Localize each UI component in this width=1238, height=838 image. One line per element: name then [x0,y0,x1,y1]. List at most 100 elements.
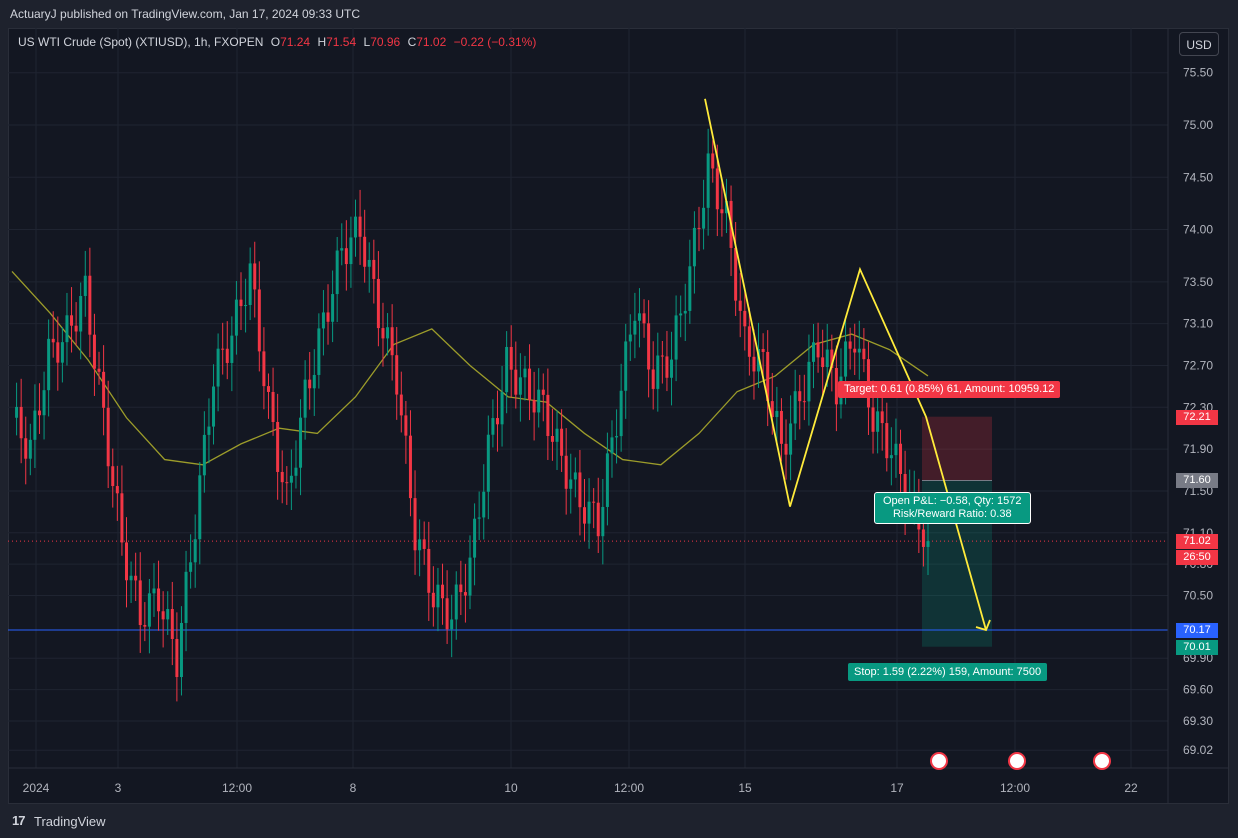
candle-body [262,351,266,387]
zigzag-line [704,98,987,631]
candle-body [299,417,303,468]
candle-body [871,407,875,432]
candle-body [647,323,651,370]
candle-body [779,410,783,444]
candle-body [266,386,270,392]
candle-body [166,608,170,620]
stop-zone [922,416,992,481]
candle-body [74,325,78,332]
candle-body [715,168,719,210]
stop-label: Stop: 1.59 (2.22%) 159, Amount: 7500 [848,663,1048,681]
candle-body [230,335,234,363]
candle-body [697,227,701,229]
ma-line [11,270,929,466]
candle-body [317,328,321,375]
price-tick-label: 73.10 [1183,317,1213,331]
candle-body [422,539,426,549]
candle-body [239,299,243,307]
candle-body [660,355,664,357]
price-tick-label: 70.50 [1183,588,1213,602]
footer: 17 TradingView [0,804,1238,838]
candle-body [70,315,74,326]
candle-body [340,248,344,251]
brand-name[interactable]: TradingView [34,814,106,829]
candle-body [418,539,422,551]
candle-body [747,326,751,357]
candle-body [102,371,106,408]
candlestick-series [15,128,930,702]
candle-body [386,327,390,339]
candle-body [42,390,46,416]
price-chart[interactable]: 75.5075.0074.5074.0073.5073.1072.7072.30… [8,28,1229,804]
currency-button[interactable]: USD [1179,32,1219,56]
candle-body [807,361,811,402]
candle-body [633,320,637,335]
candle-body [789,423,793,455]
candle-body [793,391,797,424]
candle-body [500,392,504,425]
candle-body [752,356,756,372]
candle-body [24,438,28,459]
candle-body [724,200,728,214]
candle-body [354,216,357,238]
candle-body [583,507,586,524]
candle-body [450,619,454,630]
price-tick-label: 69.30 [1183,714,1213,728]
candle-body [628,334,632,342]
candle-body [312,374,316,389]
candle-body [812,342,815,362]
candle-body [445,598,449,630]
candle-body [528,368,532,401]
candle-body [15,406,19,418]
candle-body [179,622,183,678]
candle-body [702,207,706,229]
candle-body [651,369,655,389]
candle-body [926,541,930,547]
candle-body [738,300,742,311]
us-flag-icon[interactable] [1093,752,1111,770]
candle-body [615,436,619,438]
horizontal-support-line [8,540,1168,631]
time-tick-label: 12:00 [1000,781,1030,795]
candle-body [848,341,852,349]
risk-reward-text: Risk/Reward Ratio: 0.38 [892,508,1012,520]
candle-body [19,406,23,439]
candle-body [234,299,238,336]
price-tick-label: 71.90 [1183,442,1213,456]
candle-body [546,394,550,436]
price-axis: 75.5075.0074.5074.0073.5073.1072.7072.30… [1167,28,1213,804]
open-pnl-text: Open P&L: −0.58, Qty: 1572 [883,495,1022,507]
candle-body [37,410,41,416]
time-tick-label: 17 [890,781,904,795]
candle-body [280,471,284,483]
candle-body [482,491,486,518]
us-flag-icon[interactable] [1008,752,1026,770]
price-tick-label: 75.00 [1183,118,1213,132]
candle-body [830,349,834,369]
candle-body [569,479,573,489]
us-flag-icon[interactable] [930,752,948,770]
candle-body [344,248,348,265]
candle-body [303,379,307,418]
candle-body [802,401,806,403]
time-tick-label: 2024 [23,781,50,795]
zigzag-drawing [704,98,991,632]
candle-body [477,517,481,519]
candle-body [349,237,353,265]
price-tick-label: 73.50 [1183,275,1213,289]
tradingview-logo-icon[interactable]: 17 [12,813,26,828]
time-tick-label: 3 [115,781,122,795]
candle-body [198,475,202,540]
candle-body [436,584,440,608]
candle-body [189,562,193,572]
close-label: C [407,35,417,49]
candle-body [743,310,747,327]
candle-body [289,475,293,483]
candle-body [665,356,669,378]
moving-average-line [11,270,929,466]
candle-body [111,466,115,487]
time-tick-label: 12:00 [222,781,252,795]
candle-body [619,390,623,437]
candle-body [106,407,110,467]
candle-body [894,443,898,456]
